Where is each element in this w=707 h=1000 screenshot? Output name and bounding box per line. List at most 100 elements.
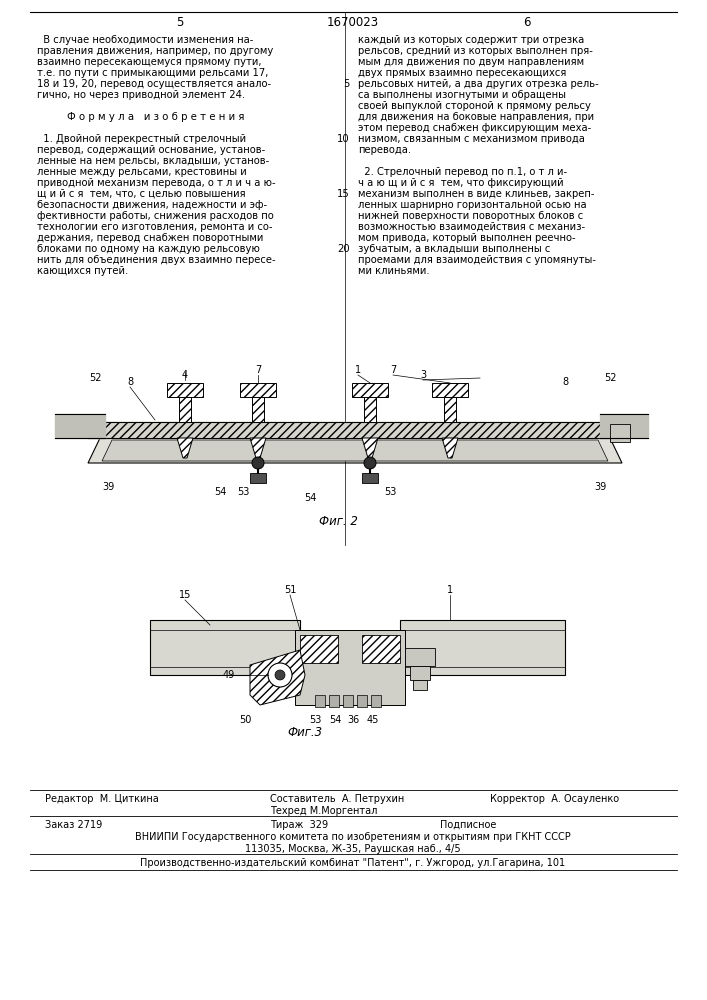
Circle shape — [364, 457, 376, 469]
Text: мым для движения по двум направлениям: мым для движения по двум направлениям — [358, 57, 584, 67]
Text: ленных шарнирно горизонтальной осью на: ленных шарнирно горизонтальной осью на — [358, 200, 587, 210]
Bar — [300, 635, 338, 663]
Bar — [410, 666, 430, 680]
Bar — [250, 473, 266, 483]
Bar — [150, 620, 300, 675]
Bar — [252, 397, 264, 422]
Text: 36: 36 — [347, 715, 359, 725]
Text: 1670023: 1670023 — [327, 16, 379, 29]
Circle shape — [275, 670, 285, 680]
Text: 39: 39 — [594, 482, 606, 492]
Text: 1: 1 — [447, 585, 453, 595]
Text: 1. Двойной перекрестный стрелочный: 1. Двойной перекрестный стрелочный — [37, 134, 246, 144]
Text: 7: 7 — [390, 365, 396, 375]
Bar — [610, 424, 630, 442]
Text: 53: 53 — [237, 487, 249, 497]
Text: каждый из которых содержит три отрезка: каждый из которых содержит три отрезка — [358, 35, 584, 45]
Text: 113035, Москва, Ж-35, Раушская наб., 4/5: 113035, Москва, Ж-35, Раушская наб., 4/5 — [245, 844, 461, 854]
Polygon shape — [250, 650, 305, 705]
Text: 49: 49 — [635, 427, 647, 437]
Text: 4: 4 — [182, 370, 188, 380]
Text: нить для объединения двух взаимно пересе-: нить для объединения двух взаимно пересе… — [37, 255, 276, 265]
Bar — [295, 630, 405, 705]
Text: 51: 51 — [284, 585, 296, 595]
Text: В случае необходимости изменения на-: В случае необходимости изменения на- — [37, 35, 253, 45]
Polygon shape — [442, 438, 458, 458]
Bar — [413, 680, 427, 690]
Text: своей выпуклой стороной к прямому рельсу: своей выпуклой стороной к прямому рельсу — [358, 101, 591, 111]
Text: держания, перевод снабжен поворотными: держания, перевод снабжен поворотными — [37, 233, 264, 243]
Text: 7: 7 — [255, 365, 261, 375]
Text: 5: 5 — [344, 79, 350, 89]
Text: этом перевод снабжен фиксирующим меха-: этом перевод снабжен фиксирующим меха- — [358, 123, 591, 133]
Bar — [167, 383, 203, 397]
Text: 8: 8 — [562, 377, 568, 387]
Bar — [364, 397, 376, 422]
Polygon shape — [362, 438, 378, 458]
Text: рельсовых нитей, а два других отрезка рель-: рельсовых нитей, а два других отрезка ре… — [358, 79, 599, 89]
Text: Техред М.Моргентал: Техред М.Моргентал — [270, 806, 378, 816]
Text: щ и й с я  тем, что, с целью повышения: щ и й с я тем, что, с целью повышения — [37, 189, 245, 199]
Text: механизм выполнен в виде клиньев, закреп-: механизм выполнен в виде клиньев, закреп… — [358, 189, 595, 199]
Text: 2. Стрелочный перевод по п.1, о т л и-: 2. Стрелочный перевод по п.1, о т л и- — [358, 167, 567, 177]
Text: ми клиньями.: ми клиньями. — [358, 266, 430, 276]
Circle shape — [252, 457, 264, 469]
Text: Фиг.3: Фиг.3 — [288, 726, 322, 739]
Bar — [400, 620, 565, 675]
Text: 7: 7 — [312, 660, 318, 670]
Text: 1: 1 — [355, 365, 361, 375]
Text: блоками по одному на каждую рельсовую: блоками по одному на каждую рельсовую — [37, 244, 260, 254]
Bar — [343, 695, 353, 707]
Text: 49: 49 — [223, 670, 235, 680]
Bar — [362, 635, 400, 663]
Text: 54: 54 — [304, 493, 316, 503]
Text: 53: 53 — [384, 487, 396, 497]
Text: Корректор  А. Осауленко: Корректор А. Осауленко — [490, 794, 619, 804]
Text: зубчатым, а вкладыши выполнены с: зубчатым, а вкладыши выполнены с — [358, 244, 550, 254]
Text: двух прямых взаимно пересекающихся: двух прямых взаимно пересекающихся — [358, 68, 566, 78]
Text: кающихся путей.: кающихся путей. — [37, 266, 128, 276]
Text: 54: 54 — [329, 715, 341, 725]
Bar — [405, 648, 435, 666]
Text: проемами для взаимодействия с упомянуты-: проемами для взаимодействия с упомянуты- — [358, 255, 596, 265]
Text: Составитель  А. Петрухин: Составитель А. Петрухин — [270, 794, 404, 804]
Text: 6: 6 — [523, 16, 531, 29]
Text: безопасности движения, надежности и эф-: безопасности движения, надежности и эф- — [37, 200, 267, 210]
Text: Заказ 2719: Заказ 2719 — [45, 820, 103, 830]
Text: Редактор  М. Циткина: Редактор М. Циткина — [45, 794, 159, 804]
Text: 39: 39 — [102, 482, 114, 492]
Text: 15: 15 — [179, 590, 191, 600]
Text: рельсов, средний из которых выполнен пря-: рельсов, средний из которых выполнен пря… — [358, 46, 593, 56]
Text: 53: 53 — [309, 715, 321, 725]
Text: нижней поверхности поворотных блоков с: нижней поверхности поворотных блоков с — [358, 211, 583, 221]
Polygon shape — [102, 440, 608, 461]
Text: 7: 7 — [380, 660, 386, 670]
Text: правления движения, например, по другому: правления движения, например, по другому — [37, 46, 273, 56]
Bar — [329, 695, 339, 707]
Bar — [88, 422, 625, 438]
Text: 18 и 19, 20, перевод осуществляется анало-: 18 и 19, 20, перевод осуществляется анал… — [37, 79, 271, 89]
Text: 3: 3 — [420, 370, 426, 380]
Text: ч а ю щ и й с я  тем, что фиксирующий: ч а ю щ и й с я тем, что фиксирующий — [358, 178, 563, 188]
Text: са выполнены изогнутыми и обращены: са выполнены изогнутыми и обращены — [358, 90, 566, 100]
Text: 54: 54 — [214, 487, 226, 497]
Bar — [352, 383, 388, 397]
Polygon shape — [250, 438, 266, 458]
Text: мом привода, который выполнен реечно-: мом привода, который выполнен реечно- — [358, 233, 575, 243]
Text: 20: 20 — [337, 244, 350, 254]
Text: ВНИИПИ Государственного комитета по изобретениям и открытиям при ГКНТ СССР: ВНИИПИ Государственного комитета по изоб… — [135, 832, 571, 842]
Text: для движения на боковые направления, при: для движения на боковые направления, при — [358, 112, 594, 122]
Text: возможностью взаимодействия с механиз-: возможностью взаимодействия с механиз- — [358, 222, 585, 232]
Bar — [362, 473, 378, 483]
Bar — [444, 397, 456, 422]
Text: 8: 8 — [127, 377, 133, 387]
Bar — [315, 695, 325, 707]
Text: 5: 5 — [176, 16, 184, 29]
Text: ленные на нем рельсы, вкладыши, установ-: ленные на нем рельсы, вкладыши, установ- — [37, 156, 269, 166]
Text: приводной механизм перевода, о т л и ч а ю-: приводной механизм перевода, о т л и ч а… — [37, 178, 276, 188]
Polygon shape — [88, 438, 622, 463]
Text: Производственно-издательский комбинат "Патент", г. Ужгород, ул.Гагарина, 101: Производственно-издательский комбинат "П… — [141, 858, 566, 868]
Text: перевода.: перевода. — [358, 145, 411, 155]
Text: Тираж  329: Тираж 329 — [270, 820, 328, 830]
Circle shape — [268, 663, 292, 687]
